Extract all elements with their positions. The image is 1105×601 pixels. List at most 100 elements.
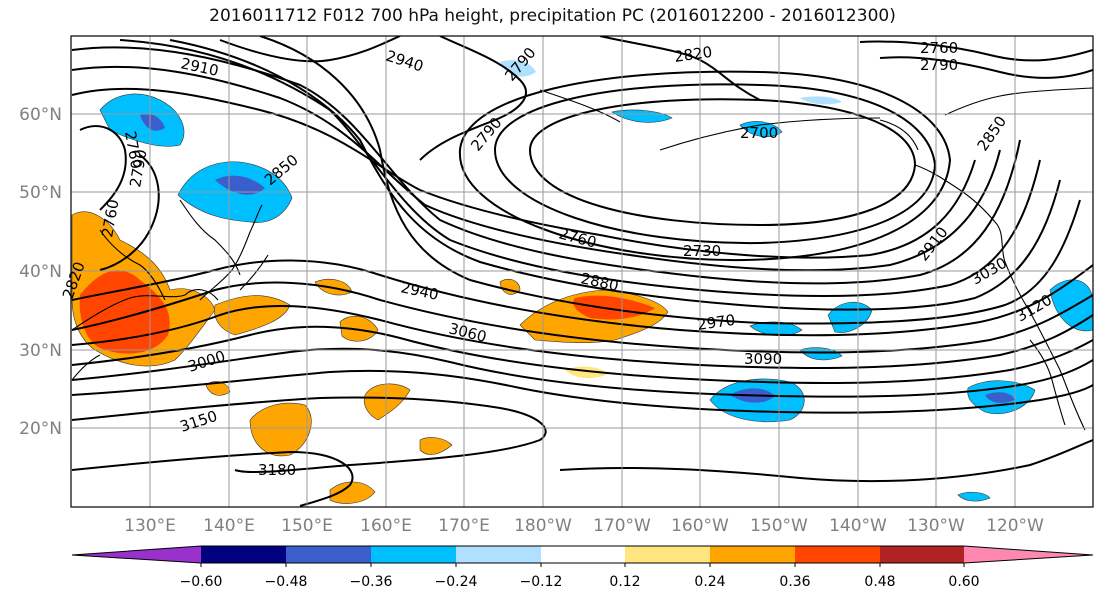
contour-label: 2760 bbox=[98, 198, 122, 239]
colorbar-tick-label: −0.24 bbox=[435, 574, 478, 590]
colorbar-cell bbox=[371, 546, 456, 563]
contour-label-layer: 2910 2940 2820 2760 2790 2760 2790 2850 … bbox=[59, 39, 1055, 479]
colorbar-cell bbox=[964, 546, 1093, 563]
contour-2940 bbox=[259, 36, 1081, 325]
precip-negative-west-coast bbox=[1049, 279, 1093, 332]
contour-label: 2820 bbox=[673, 43, 713, 66]
contour-3090 bbox=[71, 347, 1093, 398]
lon-label: 140°E bbox=[203, 516, 255, 536]
coastline-east-asia bbox=[71, 199, 241, 381]
colorbar-tick-label: −0.60 bbox=[180, 574, 223, 590]
lat-label: 60°N bbox=[19, 105, 62, 125]
contour-2910 bbox=[169, 39, 1061, 311]
map-frame bbox=[70, 35, 1094, 508]
contour-label: 2910 bbox=[914, 223, 952, 264]
contour-label: 2940 bbox=[399, 278, 440, 304]
colorbar-ticks bbox=[200, 563, 965, 567]
contour-3180 bbox=[71, 450, 354, 507]
colorbar-tick-label: 0.24 bbox=[694, 574, 725, 590]
contour-ring-2 bbox=[458, 70, 952, 262]
colorbar-cell bbox=[710, 546, 795, 563]
precip-negative-okhotsk bbox=[99, 93, 185, 147]
lon-label: 170°E bbox=[438, 516, 490, 536]
precip-positive-south-5 bbox=[205, 381, 231, 396]
precip-strong-east-asia bbox=[79, 270, 170, 354]
contour-label: 2760 bbox=[920, 39, 958, 57]
colorbar-tick-label: −0.12 bbox=[520, 574, 563, 590]
contour-label: 3150 bbox=[178, 407, 220, 436]
lat-label: 40°N bbox=[19, 262, 62, 282]
precip-negative-baja-core bbox=[985, 392, 1015, 403]
lon-label: 180°W bbox=[514, 516, 572, 536]
precip-negative-east-3 bbox=[799, 347, 843, 361]
colorbar-tick-label: 0.36 bbox=[779, 574, 810, 590]
contour-2790 bbox=[71, 87, 976, 259]
colorbar-labels: −0.60 −0.48 −0.36 −0.24 −0.12 0.12 0.24 … bbox=[180, 574, 980, 590]
colorbar-cell bbox=[541, 546, 625, 563]
colorbar-cell bbox=[72, 546, 201, 563]
contour-north-1 bbox=[419, 36, 527, 161]
colorbar-tick-label: 0.60 bbox=[948, 574, 979, 590]
precip-positive-south-1 bbox=[249, 402, 312, 457]
colorbar-tick-label: −0.48 bbox=[265, 574, 308, 590]
lon-label: 150°E bbox=[281, 516, 333, 536]
contour-2970 bbox=[71, 259, 1093, 337]
contour-label: 2790 bbox=[920, 56, 958, 74]
precip-shading bbox=[71, 60, 1093, 504]
precip-negative-aleutian-1 bbox=[611, 109, 673, 123]
contour-label: 2850 bbox=[974, 113, 1011, 155]
contour-2820 bbox=[71, 65, 1001, 272]
contour-south-east bbox=[559, 439, 1093, 483]
contour-3150 bbox=[71, 396, 547, 474]
lon-label: 130°E bbox=[124, 516, 176, 536]
contour-label: 3090 bbox=[744, 350, 782, 368]
contour-north-4 bbox=[879, 56, 1093, 79]
contour-label: 2730 bbox=[683, 242, 721, 260]
coastlines bbox=[71, 87, 1093, 431]
lon-label: 160°E bbox=[360, 516, 412, 536]
contour-label: 3180 bbox=[258, 461, 296, 479]
precip-negative-aleutian-3 bbox=[500, 60, 536, 77]
precip-negative-okhotsk-core bbox=[140, 113, 165, 131]
precip-negative-east-1 bbox=[827, 302, 873, 333]
colorbar-tick-label: 0.48 bbox=[864, 574, 895, 590]
colorbar-cell bbox=[286, 546, 371, 563]
lon-label: 120°W bbox=[986, 516, 1044, 536]
contour-label: 2880 bbox=[579, 269, 620, 295]
colorbar-cell bbox=[201, 546, 286, 563]
contour-label: 2970 bbox=[696, 311, 736, 334]
colorbar-cell bbox=[880, 546, 964, 563]
colorbar-cell bbox=[456, 546, 541, 563]
contour-label: 2910 bbox=[179, 54, 220, 80]
precip-negative-small-south bbox=[957, 491, 991, 502]
contour-label: 2940 bbox=[384, 47, 426, 76]
lat-label: 50°N bbox=[19, 183, 62, 203]
colorbar-cell bbox=[795, 546, 880, 563]
precip-positive-south-3 bbox=[419, 437, 453, 455]
lat-label: 30°N bbox=[19, 341, 62, 361]
lon-label: 160°W bbox=[671, 516, 729, 536]
colorbar-tick-label: −0.36 bbox=[350, 574, 393, 590]
lon-label: 170°W bbox=[593, 516, 651, 536]
graticule bbox=[71, 36, 1093, 507]
lon-label: 130°W bbox=[907, 516, 965, 536]
contour-northwest-1 bbox=[79, 125, 127, 211]
coastline-japan bbox=[199, 204, 269, 301]
contour-north-3 bbox=[859, 40, 1093, 62]
coastline-aleutians bbox=[539, 89, 881, 151]
map-title: 2016011712 F012 700 hPa height, precipit… bbox=[209, 6, 896, 26]
lon-label: 140°W bbox=[829, 516, 887, 536]
precip-negative-aleutian-2 bbox=[739, 121, 783, 138]
lon-label: 150°W bbox=[750, 516, 808, 536]
colorbar-tick-label: 0.12 bbox=[609, 574, 640, 590]
contour-north-5 bbox=[219, 36, 401, 63]
contour-3000 bbox=[71, 281, 1093, 354]
contour-2880 bbox=[119, 39, 1041, 298]
coastline-north-america bbox=[879, 87, 1093, 431]
contour-3120 bbox=[71, 369, 1093, 414]
precip-positive-south-2 bbox=[363, 383, 411, 421]
contour-label: 3030 bbox=[968, 254, 1010, 289]
colorbar-cell bbox=[625, 546, 710, 563]
contour-3060 bbox=[71, 325, 1093, 384]
